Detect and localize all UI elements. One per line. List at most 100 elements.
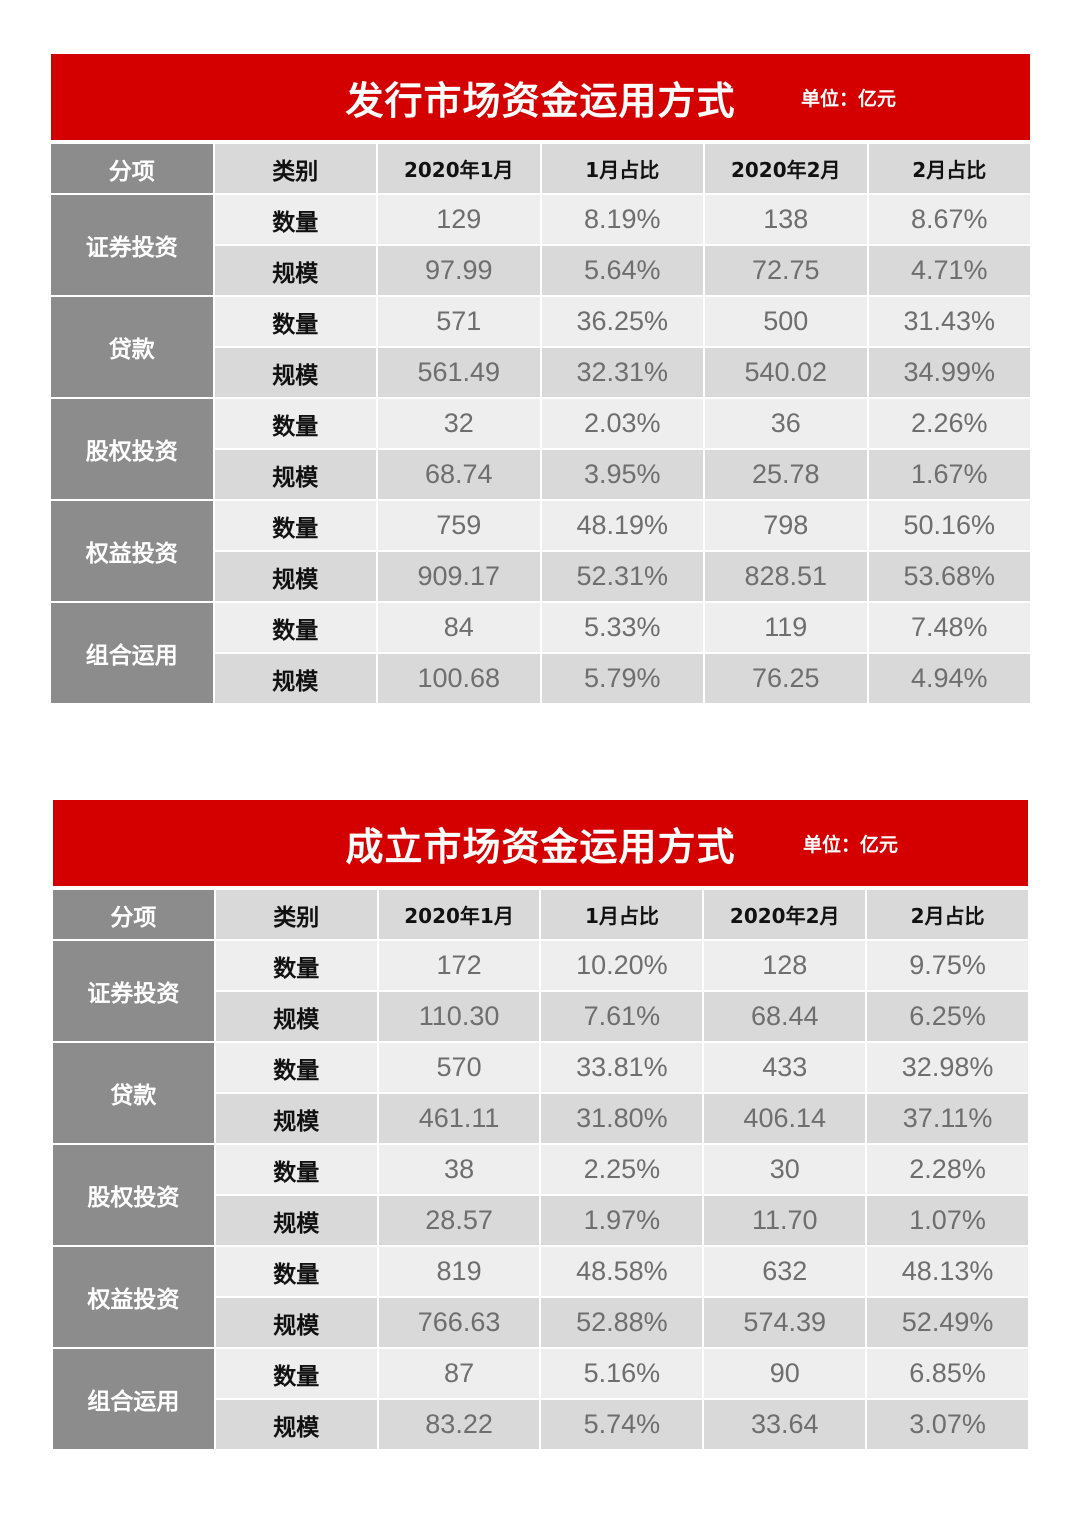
feb-share: 4.71% — [868, 246, 1030, 295]
type-cell: 规模 — [214, 246, 376, 295]
table-row: 规模 110.30 7.61% 68.44 6.25% — [53, 992, 1028, 1041]
jan-share: 5.74% — [541, 1400, 703, 1449]
feb-value: 33.64 — [704, 1400, 866, 1449]
title-bar: 发行市场资金运用方式 单位：亿元 — [51, 54, 1030, 140]
jan-value: 83.22 — [378, 1400, 540, 1449]
jan-share: 8.19% — [541, 195, 703, 244]
type-cell: 规模 — [215, 1400, 377, 1449]
type-cell: 数量 — [215, 941, 377, 990]
table-row: 规模 461.11 31.80% 406.14 37.11% — [53, 1094, 1028, 1143]
feb-share: 48.13% — [867, 1247, 1028, 1296]
feb-value: 540.02 — [705, 348, 867, 397]
category-cell: 权益投资 — [53, 1247, 214, 1347]
table-title: 发行市场资金运用方式 — [345, 78, 736, 123]
jan-value: 84 — [378, 603, 540, 652]
table-row: 股权投资 数量 38 2.25% 30 2.28% — [53, 1145, 1028, 1245]
table-row: 股权投资 数量 32 2.03% 36 2.26% — [51, 399, 1030, 499]
type-cell: 规模 — [214, 654, 376, 703]
feb-value: 828.51 — [705, 552, 867, 601]
table-row: 规模 561.49 32.31% 540.02 34.99% — [51, 348, 1030, 397]
feb-value: 138 — [705, 195, 867, 244]
header-feb-share: 2月占比 — [867, 890, 1028, 939]
jan-share: 36.25% — [541, 297, 703, 346]
feb-value: 25.78 — [705, 450, 867, 499]
category-cell: 股权投资 — [51, 399, 213, 499]
table-title: 成立市场资金运用方式 — [345, 824, 736, 869]
type-cell: 数量 — [215, 1145, 377, 1194]
jan-value: 909.17 — [378, 552, 540, 601]
jan-value: 110.30 — [378, 992, 540, 1041]
feb-share: 1.07% — [867, 1196, 1028, 1245]
feb-share: 53.68% — [868, 552, 1030, 601]
jan-share: 10.20% — [541, 941, 703, 990]
established-market-table: 成立市场资金运用方式 单位：亿元 分项 类别 2020年1月 1月占比 2020年2月 2… — [53, 800, 1028, 1451]
jan-share: 33.81% — [541, 1043, 703, 1092]
table-row: 规模 100.68 5.79% 76.25 4.94% — [51, 654, 1030, 703]
feb-share: 8.67% — [868, 195, 1030, 244]
table-row: 规模 28.57 1.97% 11.70 1.07% — [53, 1196, 1028, 1245]
jan-value: 461.11 — [378, 1094, 540, 1143]
header-feb-share: 2月占比 — [868, 144, 1030, 193]
type-cell: 数量 — [215, 1247, 377, 1296]
table-row: 权益投资 数量 819 48.58% 632 48.13% — [53, 1247, 1028, 1347]
feb-share: 1.67% — [868, 450, 1030, 499]
feb-value: 433 — [704, 1043, 866, 1092]
feb-value: 76.25 — [705, 654, 867, 703]
category-cell: 证券投资 — [53, 941, 214, 1041]
jan-share: 7.61% — [541, 992, 703, 1041]
type-cell: 数量 — [215, 1043, 377, 1092]
header-jan-share: 1月占比 — [541, 144, 703, 193]
jan-value: 100.68 — [378, 654, 540, 703]
unit-label: 单位：亿元 — [801, 87, 897, 110]
feb-value: 500 — [705, 297, 867, 346]
category-cell: 股权投资 — [53, 1145, 214, 1245]
table-row: 证券投资 数量 129 8.19% 138 8.67% — [51, 195, 1030, 295]
jan-value: 97.99 — [378, 246, 540, 295]
type-cell: 数量 — [214, 399, 376, 448]
feb-value: 406.14 — [704, 1094, 866, 1143]
type-cell: 规模 — [214, 450, 376, 499]
table-row: 规模 83.22 5.74% 33.64 3.07% — [53, 1400, 1028, 1449]
data-table: 分项 类别 2020年1月 1月占比 2020年2月 2月占比 证券投资 数量 172 10.2… — [51, 888, 1030, 1451]
jan-share: 2.03% — [541, 399, 703, 448]
feb-share: 52.49% — [867, 1298, 1028, 1347]
jan-value: 766.63 — [378, 1298, 540, 1347]
header-feb-2020: 2020年2月 — [704, 890, 866, 939]
jan-share: 31.80% — [541, 1094, 703, 1143]
feb-share: 4.94% — [868, 654, 1030, 703]
table-row: 规模 909.17 52.31% 828.51 53.68% — [51, 552, 1030, 601]
type-cell: 规模 — [214, 552, 376, 601]
category-cell: 权益投资 — [51, 501, 213, 601]
feb-share: 2.28% — [867, 1145, 1028, 1194]
feb-share: 6.25% — [867, 992, 1028, 1041]
jan-share: 48.19% — [541, 501, 703, 550]
header-jan-2020: 2020年1月 — [378, 144, 540, 193]
issued-market-table: 发行市场资金运用方式 单位：亿元 分项 类别 2020年1月 1月占比 2020年2月 2… — [51, 54, 1030, 705]
jan-value: 87 — [378, 1349, 540, 1398]
jan-value: 68.74 — [378, 450, 540, 499]
jan-share: 3.95% — [541, 450, 703, 499]
jan-share: 52.88% — [541, 1298, 703, 1347]
type-cell: 规模 — [215, 1196, 377, 1245]
category-cell: 组合运用 — [51, 603, 213, 703]
feb-share: 6.85% — [867, 1349, 1028, 1398]
feb-share: 7.48% — [868, 603, 1030, 652]
type-cell: 数量 — [215, 1349, 377, 1398]
feb-share: 37.11% — [867, 1094, 1028, 1143]
table-row: 权益投资 数量 759 48.19% 798 50.16% — [51, 501, 1030, 601]
unit-label: 单位：亿元 — [803, 833, 899, 856]
feb-share: 3.07% — [867, 1400, 1028, 1449]
feb-value: 30 — [704, 1145, 866, 1194]
type-cell: 规模 — [215, 1298, 377, 1347]
header-type: 类别 — [215, 890, 377, 939]
jan-share: 2.25% — [541, 1145, 703, 1194]
table-row: 组合运用 数量 84 5.33% 119 7.48% — [51, 603, 1030, 703]
jan-value: 129 — [378, 195, 540, 244]
type-cell: 数量 — [214, 603, 376, 652]
table-row: 规模 68.74 3.95% 25.78 1.67% — [51, 450, 1030, 499]
feb-share: 2.26% — [868, 399, 1030, 448]
jan-share: 5.33% — [541, 603, 703, 652]
jan-value: 819 — [378, 1247, 540, 1296]
feb-value: 90 — [704, 1349, 866, 1398]
data-table: 分项 类别 2020年1月 1月占比 2020年2月 2月占比 证券投资 数量 129 8.19… — [49, 142, 1032, 705]
